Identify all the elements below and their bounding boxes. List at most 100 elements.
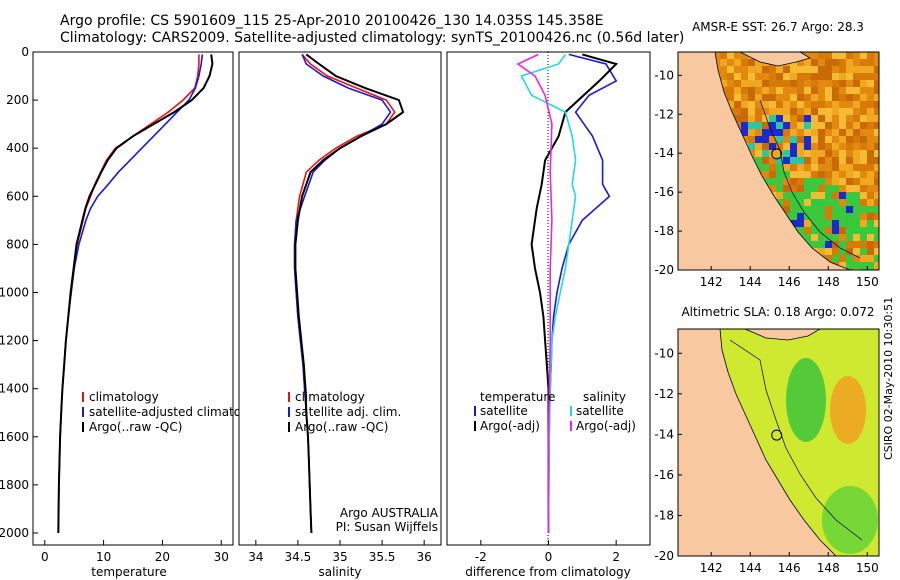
legend-label: satellite xyxy=(576,404,624,418)
sst-cell xyxy=(797,87,804,94)
sst-cell xyxy=(846,241,853,248)
sst-cell xyxy=(797,185,804,192)
sst-cell xyxy=(860,213,867,220)
reef-contour xyxy=(759,99,861,259)
sst-cell xyxy=(734,59,741,66)
sst-cell xyxy=(860,241,867,248)
map-x-tick-label: 144 xyxy=(739,275,762,289)
map-x-tick-label: 148 xyxy=(817,275,840,289)
sst-cell xyxy=(797,94,804,101)
sst-cell xyxy=(825,241,832,248)
sst-cell xyxy=(853,129,860,136)
sst-cell xyxy=(811,101,818,108)
sst-cell xyxy=(755,101,762,108)
sst-cell xyxy=(769,157,776,164)
sst-cell xyxy=(776,192,783,199)
sst-cell xyxy=(867,241,874,248)
sst-cell xyxy=(811,52,818,59)
sst-cell xyxy=(776,115,783,122)
sst-cell xyxy=(797,73,804,80)
map-x-tick-label: 144 xyxy=(739,561,762,575)
sst-cell xyxy=(804,52,811,59)
sst-cell xyxy=(811,213,818,220)
y-tick-label: 2000 xyxy=(0,526,29,540)
x-tick-label: -2 xyxy=(475,550,487,564)
series-line-2 xyxy=(520,53,577,534)
sst-cell xyxy=(755,143,762,150)
sst-cell xyxy=(811,59,818,66)
sst-cell xyxy=(720,59,727,66)
y-tick-label: 400 xyxy=(6,141,29,155)
sla-reef-contour xyxy=(729,339,863,541)
legend-header-temperature: temperature xyxy=(480,390,555,404)
sst-cell xyxy=(839,185,846,192)
sst-cell xyxy=(755,157,762,164)
sst-cell xyxy=(783,150,790,157)
sst-cell xyxy=(811,143,818,150)
sst-cell xyxy=(867,157,874,164)
sst-cell xyxy=(811,206,818,213)
sst-cell xyxy=(839,227,846,234)
sst-cell xyxy=(783,108,790,115)
sst-cell xyxy=(811,171,818,178)
sst-cell xyxy=(825,255,832,262)
sst-cell xyxy=(874,234,879,241)
sst-cell xyxy=(825,136,832,143)
sst-cell xyxy=(769,185,776,192)
sst-cell xyxy=(804,108,811,115)
sst-cell xyxy=(755,164,762,171)
sst-cell xyxy=(818,220,825,227)
sst-cell xyxy=(832,101,839,108)
sst-cell xyxy=(818,241,825,248)
sst-cell xyxy=(748,66,755,73)
sst-cell xyxy=(839,199,846,206)
sst-cell xyxy=(734,101,741,108)
header-line-1: Argo profile: CS 5901609_115 25-Apr-2010… xyxy=(60,13,604,29)
salinity-xlabel: salinity xyxy=(318,565,361,579)
sst-cell xyxy=(853,227,860,234)
sst-cell xyxy=(832,171,839,178)
sst-cell xyxy=(797,227,804,234)
sst-cell xyxy=(825,66,832,73)
sst-cell xyxy=(783,80,790,87)
sst-cell xyxy=(720,73,727,80)
sst-cell xyxy=(741,66,748,73)
x-tick-label: 0 xyxy=(41,550,49,564)
sst-cell xyxy=(860,157,867,164)
sst-cell xyxy=(853,157,860,164)
sst-cell xyxy=(776,199,783,206)
sst-cell xyxy=(853,213,860,220)
sst-cell xyxy=(846,136,853,143)
sst-cell xyxy=(804,59,811,66)
sst-cell xyxy=(839,59,846,66)
sst-cell xyxy=(832,255,839,262)
sst-cell xyxy=(874,143,879,150)
sst-cell xyxy=(790,73,797,80)
sst-cell xyxy=(867,101,874,108)
sst-cell xyxy=(874,129,879,136)
sst-cell xyxy=(790,108,797,115)
sst-cell xyxy=(811,129,818,136)
sst-cell xyxy=(846,262,853,269)
sst-cell xyxy=(727,73,734,80)
x-tick-label: 2 xyxy=(612,550,620,564)
sst-cell xyxy=(860,136,867,143)
sst-cell xyxy=(825,178,832,185)
map-x-tick-label: 142 xyxy=(700,275,723,289)
sst-cell xyxy=(818,157,825,164)
sst-cell xyxy=(860,129,867,136)
sst-cell xyxy=(748,94,755,101)
sst-cell xyxy=(853,150,860,157)
sst-cell xyxy=(755,136,762,143)
sst-cell xyxy=(832,248,839,255)
sst-cell xyxy=(755,73,762,80)
legend-label: climatology xyxy=(295,390,365,404)
sst-cell xyxy=(846,73,853,80)
sst-cell xyxy=(797,80,804,87)
sst-cell xyxy=(734,115,741,122)
difference-xlabel: difference from climatology xyxy=(465,565,631,579)
sst-cell xyxy=(804,157,811,164)
sst-cell xyxy=(797,122,804,129)
sst-cell xyxy=(776,122,783,129)
sst-cell xyxy=(783,185,790,192)
